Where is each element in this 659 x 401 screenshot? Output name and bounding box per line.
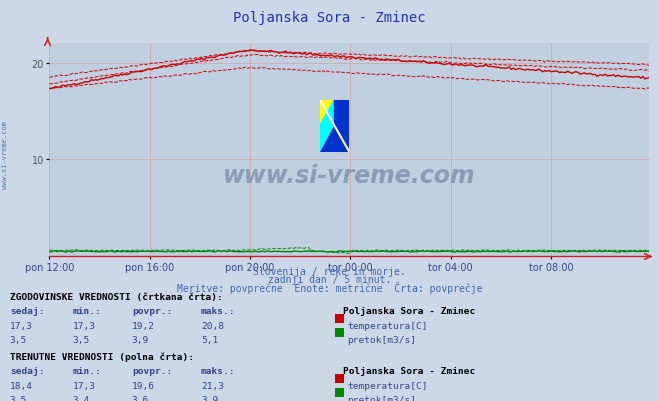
Text: sedaj:: sedaj: (10, 307, 44, 316)
Text: TRENUTNE VREDNOSTI (polna črta):: TRENUTNE VREDNOSTI (polna črta): (10, 352, 194, 361)
Polygon shape (320, 100, 335, 152)
Text: pretok[m3/s]: pretok[m3/s] (347, 395, 416, 401)
Text: sedaj:: sedaj: (10, 367, 44, 375)
Text: 20,8: 20,8 (201, 321, 224, 330)
Text: 18,4: 18,4 (10, 381, 33, 390)
Text: maks.:: maks.: (201, 307, 235, 316)
Text: min.:: min.: (72, 307, 101, 316)
Text: 3,6: 3,6 (132, 395, 149, 401)
Polygon shape (320, 100, 335, 126)
Text: www.si-vreme.com: www.si-vreme.com (2, 120, 9, 188)
Text: Poljanska Sora - Zminec: Poljanska Sora - Zminec (343, 307, 475, 316)
Text: 17,3: 17,3 (72, 321, 96, 330)
Text: Poljanska Sora - Zminec: Poljanska Sora - Zminec (233, 11, 426, 25)
Text: maks.:: maks.: (201, 367, 235, 375)
Text: temperatura[C]: temperatura[C] (347, 381, 428, 390)
Text: povpr.:: povpr.: (132, 367, 172, 375)
Polygon shape (320, 100, 349, 152)
Text: 17,3: 17,3 (72, 381, 96, 390)
Text: 3,5: 3,5 (10, 335, 27, 344)
Text: 21,3: 21,3 (201, 381, 224, 390)
Text: 3,9: 3,9 (201, 395, 218, 401)
Text: 19,2: 19,2 (132, 321, 155, 330)
Text: 3,5: 3,5 (72, 335, 90, 344)
Text: Poljanska Sora - Zminec: Poljanska Sora - Zminec (343, 367, 475, 375)
Text: 19,6: 19,6 (132, 381, 155, 390)
Text: min.:: min.: (72, 367, 101, 375)
Text: povpr.:: povpr.: (132, 307, 172, 316)
Text: pretok[m3/s]: pretok[m3/s] (347, 335, 416, 344)
Text: ZGODOVINSKE VREDNOSTI (črtkana črta):: ZGODOVINSKE VREDNOSTI (črtkana črta): (10, 292, 223, 301)
Text: 5,1: 5,1 (201, 335, 218, 344)
Text: 3,9: 3,9 (132, 335, 149, 344)
Text: Meritve: povprečne  Enote: metrične  Črta: povprečje: Meritve: povprečne Enote: metrične Črta:… (177, 282, 482, 294)
Text: zadnji dan / 5 minut.: zadnji dan / 5 minut. (268, 274, 391, 284)
Text: 3,4: 3,4 (72, 395, 90, 401)
Text: Slovenija / reke in morje.: Slovenija / reke in morje. (253, 267, 406, 277)
Text: www.si-vreme.com: www.si-vreme.com (223, 164, 476, 188)
Text: temperatura[C]: temperatura[C] (347, 321, 428, 330)
Text: 17,3: 17,3 (10, 321, 33, 330)
Text: 3,5: 3,5 (10, 395, 27, 401)
